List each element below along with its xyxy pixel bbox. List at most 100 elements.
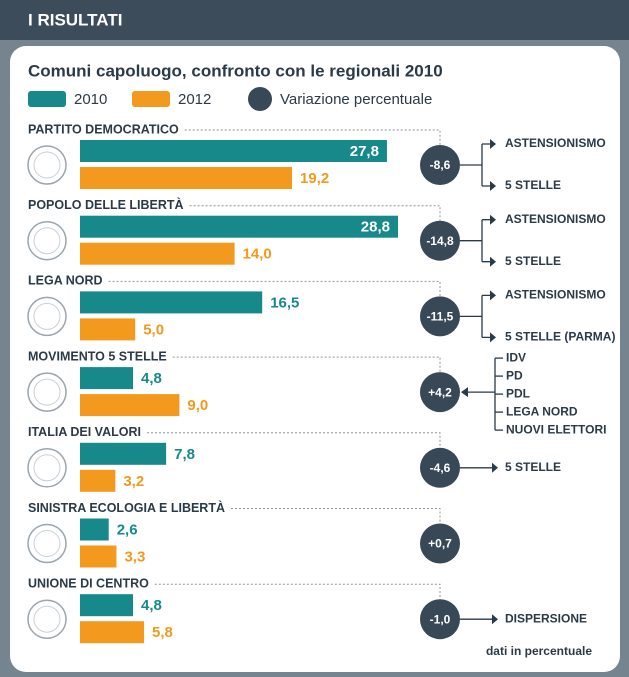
change-label: +0,7 (428, 537, 452, 551)
category-label: SINISTRA ECOLOGIA E LIBERTÀ (28, 500, 225, 515)
legend-circle (248, 87, 272, 111)
value-label: 5,0 (143, 321, 164, 338)
arrow-head (492, 614, 498, 625)
value-label: 19,2 (300, 170, 329, 187)
connector (172, 356, 441, 373)
category-label: PARTITO DEMOCRATICO (28, 122, 179, 136)
legend-swatch (28, 91, 66, 107)
change-label: -14,8 (426, 234, 454, 248)
bar (80, 167, 292, 189)
change-label: -1,0 (430, 612, 451, 626)
change-circle (420, 599, 460, 640)
flow-label: 5 STELLE (505, 460, 561, 474)
panel (10, 46, 620, 672)
flow-label: DISPERSIONE (505, 611, 587, 625)
connector (146, 432, 441, 448)
party-logo-inner (33, 227, 61, 255)
flow-label: PDL (506, 386, 530, 400)
value-label: 4,8 (141, 597, 162, 614)
legend-label: 2012 (178, 91, 211, 108)
change-circle (420, 372, 460, 413)
connector (184, 129, 441, 145)
bar (80, 518, 109, 541)
category-label: UNIONE DI CENTRO (28, 576, 149, 590)
category-label: ITALIA DEI VALORI (28, 425, 141, 439)
flow-label: IDV (506, 350, 526, 364)
header-title: I RISULTATI (28, 10, 122, 29)
legend-swatch (132, 91, 170, 107)
bar (80, 242, 235, 265)
arrow-head (461, 387, 468, 398)
change-circle (420, 145, 460, 185)
flow-label: ASTENSIONISMO (505, 136, 606, 150)
bar (80, 469, 116, 492)
party-logo-inner (33, 302, 61, 330)
chart-title: Comuni capoluogo, confronto con le regio… (28, 61, 443, 80)
bar (80, 621, 145, 644)
flow-line (460, 294, 490, 339)
bar (80, 291, 263, 314)
bar (80, 367, 133, 390)
flow-label: ASTENSIONISMO (505, 212, 606, 226)
arrow-head (492, 462, 498, 473)
connector (108, 280, 441, 297)
change-label: -11,5 (427, 310, 454, 324)
change-label: -4,6 (430, 461, 451, 475)
value-label: 3,2 (123, 473, 144, 490)
category-label: POPOLO DELLE LIBERTÀ (28, 197, 184, 212)
bar (80, 594, 133, 617)
flow-label: LEGA NORD (506, 404, 578, 418)
bar (80, 318, 136, 341)
party-logo-inner (33, 151, 61, 179)
connector (154, 583, 441, 600)
arrow-head (490, 214, 496, 225)
value-label: 4,8 (141, 370, 162, 387)
arrow-head (490, 181, 496, 191)
flow-label: NUOVI ELETTORI (506, 422, 606, 436)
value-label: 9,0 (187, 397, 208, 414)
party-logo-inner (33, 454, 61, 482)
flow-label: 5 STELLE (505, 178, 561, 192)
category-label: MOVIMENTO 5 STELLE (28, 349, 167, 363)
arrow-head (490, 332, 496, 343)
flow-label: 5 STELLE (505, 254, 561, 268)
flow-label: PD (506, 368, 523, 382)
flow-line (460, 143, 490, 187)
arrow-head (490, 290, 496, 301)
connector (231, 508, 441, 524)
change-circle (420, 447, 460, 488)
flow-label: 5 STELLE (PARMA) (505, 330, 615, 344)
value-label: 27,8 (350, 143, 379, 160)
value-label: 28,8 (361, 219, 390, 236)
value-label: 3,3 (124, 548, 145, 565)
value-label: 14,0 (243, 246, 272, 263)
flow-line (460, 219, 490, 263)
change-label: -8,6 (430, 158, 451, 172)
change-circle (420, 220, 460, 261)
header-band (0, 0, 629, 40)
value-label: 5,8 (152, 624, 173, 641)
party-logo-inner (33, 378, 61, 406)
arrow-head (490, 256, 496, 267)
change-label: +4,2 (428, 385, 452, 399)
change-circle (420, 523, 460, 564)
bar (80, 215, 398, 238)
legend-label: Variazione percentuale (280, 91, 432, 108)
value-label: 2,6 (117, 521, 138, 538)
category-label: LEGA NORD (28, 274, 103, 288)
value-label: 7,8 (174, 446, 195, 463)
arrow-head (490, 139, 496, 149)
change-circle (420, 296, 460, 337)
party-logo-inner (33, 605, 61, 633)
flow-label: ASTENSIONISMO (505, 288, 606, 302)
bar (80, 394, 180, 417)
legend-label: 2010 (74, 91, 107, 108)
bar (80, 140, 387, 162)
connector (189, 205, 441, 221)
party-logo-inner (33, 530, 61, 557)
bar (80, 442, 167, 465)
note: dati in percentuale (486, 644, 592, 658)
bar (80, 545, 117, 568)
value-label: 16,5 (270, 294, 299, 311)
